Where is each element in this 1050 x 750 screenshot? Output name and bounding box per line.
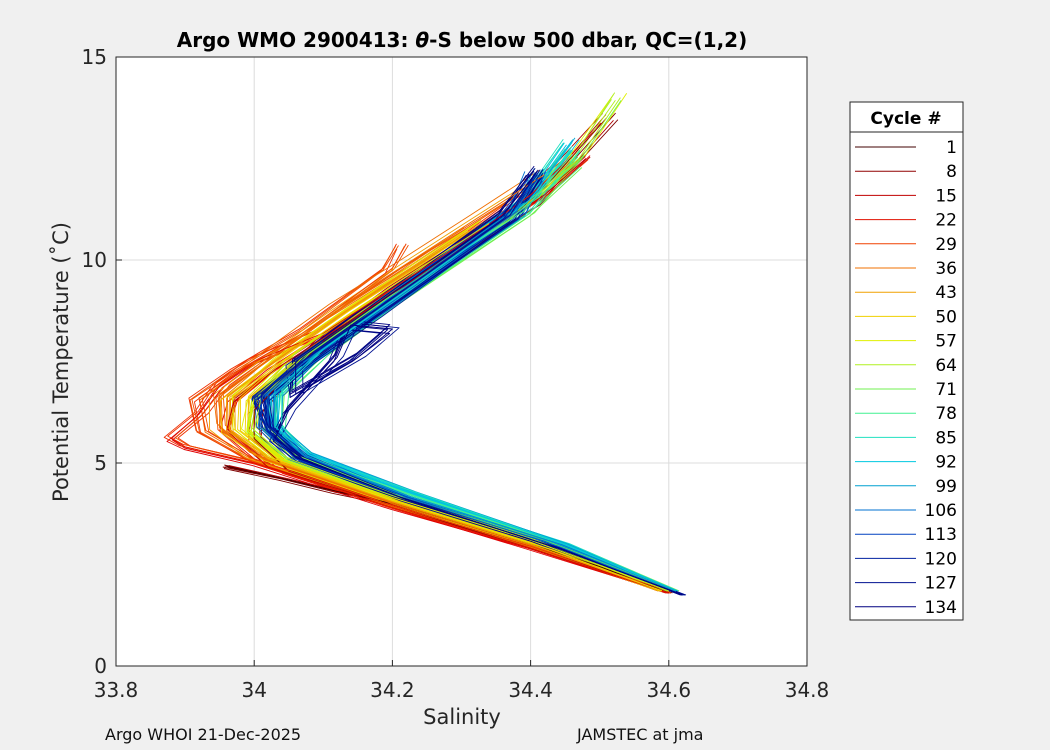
series-line-cycle-29: [198, 243, 669, 592]
legend-label: 43: [935, 283, 957, 303]
y-tick-label: 0: [94, 654, 107, 678]
profile-variant-line: [234, 222, 660, 592]
x-tick-label: 34.6: [647, 678, 692, 702]
profile-variant-line: [232, 219, 661, 592]
y-tick-label: 5: [94, 451, 107, 475]
series-line-cycle-43: [226, 227, 663, 592]
plot-frame: [115, 56, 808, 667]
legend-label: 106: [925, 501, 957, 521]
series-line-cycle-99: [274, 202, 676, 592]
legend-label: 127: [925, 574, 957, 594]
legend-label: 29: [935, 235, 957, 255]
legend-box: [849, 101, 964, 621]
title-prefix: Argo WMO 2900413:: [177, 28, 416, 52]
x-ticks: 33.8 34 34.2 34.4 34.6 34.8: [94, 660, 830, 702]
y-tick-label: 15: [82, 45, 107, 69]
legend-title: Cycle #: [870, 109, 941, 129]
legend-label: 120: [925, 549, 957, 569]
curves-group: [163, 92, 687, 596]
x-tick-label: 34: [241, 678, 266, 702]
footer-left-credit: Argo WHOI 21-Dec-2025: [105, 725, 302, 744]
x-tick-label: 34.2: [370, 678, 415, 702]
legend-label: 8: [946, 162, 957, 182]
legend-label: 134: [925, 598, 957, 618]
legend-label: 99: [935, 477, 957, 497]
legend: Cycle # 18152229364350576471788592991061…: [849, 101, 964, 621]
chart-title: Argo WMO 2900413: θ-S below 500 dbar, QC…: [177, 28, 747, 52]
y-axis-label: Potential Temperature (˚C): [49, 222, 73, 502]
legend-label: 113: [925, 525, 957, 545]
y-ticks: 0 5 10 15: [82, 45, 122, 678]
legend-items: 1 8 15 22 29 36 43 50 57 64 71 78 85 92 99 106 113 120 127…: [855, 138, 957, 618]
legend-label: 57: [935, 332, 957, 352]
series-line-cycle-36: [219, 174, 663, 592]
legend-label: 15: [935, 186, 957, 206]
x-tick-label: 34.4: [508, 678, 553, 702]
legend-label: 78: [935, 404, 957, 424]
series-line-cycle-50: [239, 223, 663, 592]
y-tick-label: 10: [82, 248, 107, 272]
title-theta: θ: [415, 28, 429, 52]
x-tick-label: 34.8: [785, 678, 830, 702]
plot-area: [116, 57, 807, 666]
legend-label: 71: [935, 380, 957, 400]
legend-label: 36: [935, 259, 957, 279]
legend-label: 50: [935, 307, 957, 327]
series-line-cycle-134: [274, 170, 683, 596]
legend-label: 92: [935, 453, 957, 473]
series-line-cycle-106: [267, 170, 683, 596]
legend-label: 22: [935, 211, 957, 231]
title-suffix: -S below 500 dbar, QC=(1,2): [429, 28, 747, 52]
legend-label: 1: [946, 138, 957, 158]
legend-label: 85: [935, 428, 957, 448]
footer-right-credit: JAMSTEC at jma: [577, 725, 704, 744]
series-line-cycle-85: [281, 146, 676, 592]
legend-label: 64: [935, 356, 957, 376]
x-tick-label: 33.8: [94, 678, 139, 702]
series-line-cycle-22: [170, 162, 669, 594]
x-axis-label: Salinity: [423, 705, 501, 729]
